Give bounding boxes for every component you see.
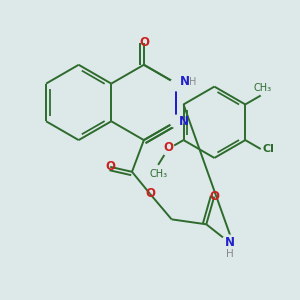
Text: H: H [226, 249, 234, 259]
Text: CH₃: CH₃ [149, 169, 167, 179]
Text: CH₃: CH₃ [254, 82, 272, 92]
Text: O: O [146, 187, 156, 200]
Text: O: O [163, 140, 173, 154]
Text: H: H [189, 76, 197, 87]
Text: Cl: Cl [263, 144, 274, 154]
Text: O: O [105, 160, 115, 173]
Text: O: O [209, 190, 219, 203]
Text: N: N [179, 75, 190, 88]
Text: N: N [225, 236, 235, 249]
Text: N: N [178, 115, 188, 128]
Text: O: O [139, 37, 149, 50]
